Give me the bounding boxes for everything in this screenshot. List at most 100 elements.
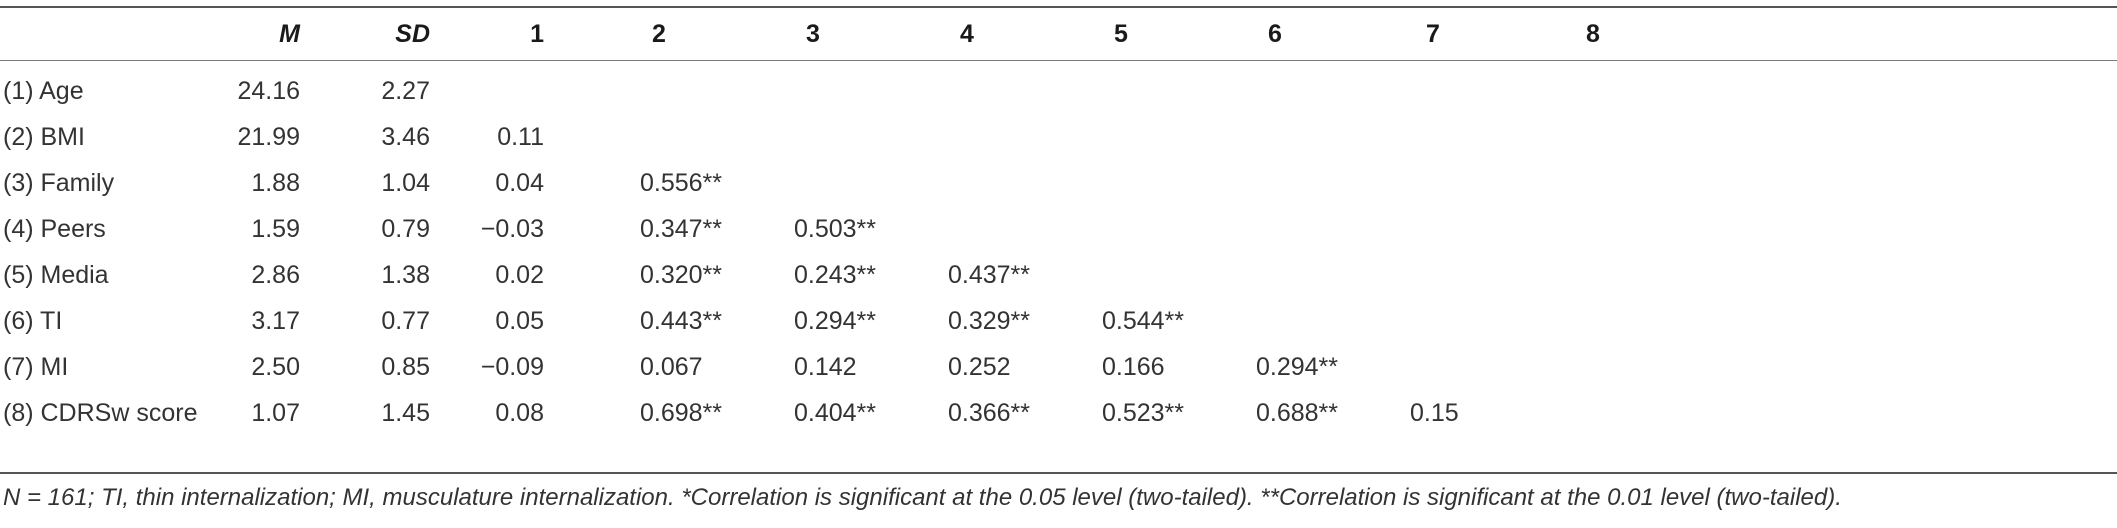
cell-spacer: [544, 114, 640, 160]
table-footnote: N = 161; TI, thin internalization; MI, m…: [3, 484, 1842, 511]
row-label: (8) CDRSw score: [3, 398, 198, 427]
cell-r7: [1410, 160, 1540, 206]
cell-r1: 0.04: [495, 168, 544, 197]
cell-r3: 0.503**: [794, 214, 877, 243]
cell-r5: 0.166: [1102, 352, 1165, 381]
cell-r2: [640, 114, 794, 160]
cell-r6: 0.294**: [1256, 352, 1339, 381]
row-label: (3) Family: [3, 168, 115, 197]
header-col-7: 7: [1426, 19, 1440, 48]
row-label: (7) MI: [3, 352, 69, 381]
cell-r6: [1256, 60, 1410, 114]
cell-mean: 2.50: [251, 352, 300, 381]
row-label: (1) Age: [3, 76, 84, 105]
table-row: (8) CDRSw score 1.07 1.45 0.08 0.698** 0…: [0, 390, 2117, 436]
cell-sd: 1.38: [381, 260, 430, 289]
cell-spacer: [544, 60, 640, 114]
cell-r6: 0.688**: [1256, 398, 1339, 427]
table-row: (6) TI 3.17 0.77 0.05 0.443** 0.294** 0.…: [0, 298, 2117, 344]
cell-r4: [948, 114, 1102, 160]
row-label: (2) BMI: [3, 122, 85, 151]
cell-mean: 21.99: [237, 122, 300, 151]
header-mean: M: [279, 19, 300, 48]
cell-r1: 0.02: [495, 260, 544, 289]
cell-sd: 2.27: [381, 76, 430, 105]
cell-mean: 1.59: [251, 214, 300, 243]
cell-r6: [1256, 114, 1410, 160]
cell-r3: 0.294**: [794, 306, 877, 335]
cell-r8: [1540, 160, 2117, 206]
cell-r2: 0.556**: [640, 168, 723, 197]
header-col-4: 4: [960, 19, 974, 48]
cell-r3: 0.404**: [794, 398, 877, 427]
cell-r1: [430, 60, 544, 114]
header-col-2: 2: [652, 19, 666, 48]
row-label: (4) Peers: [3, 214, 106, 243]
cell-r6: [1256, 206, 1410, 252]
table-row: (4) Peers 1.59 0.79 −0.03 0.347** 0.503*…: [0, 206, 2117, 252]
cell-sd: 0.85: [381, 352, 430, 381]
cell-r7: [1410, 298, 1540, 344]
table-row: (5) Media 2.86 1.38 0.02 0.320** 0.243**…: [0, 252, 2117, 298]
cell-r4: [948, 60, 1102, 114]
header-col-1: 1: [530, 19, 544, 48]
cell-r7: [1410, 60, 1540, 114]
cell-r4: 0.329**: [948, 306, 1031, 335]
table-top-rule: [0, 6, 2117, 8]
header-label: [0, 8, 222, 60]
cell-r5: [1102, 160, 1256, 206]
cell-r1: −0.03: [480, 214, 544, 243]
cell-r8: [1540, 206, 2117, 252]
cell-r5: [1102, 60, 1256, 114]
cell-r8: [1540, 344, 2117, 390]
cell-r5: [1102, 206, 1256, 252]
cell-spacer: [544, 252, 640, 298]
cell-r4: [948, 206, 1102, 252]
correlation-table: M SD 1 2 3 4 5 6 7 8 (1) Age 24.16 2.27: [0, 8, 2117, 436]
cell-sd: 0.77: [381, 306, 430, 335]
row-label: (6) TI: [3, 306, 63, 335]
cell-r4: 0.252: [948, 352, 1011, 381]
cell-mean: 1.88: [251, 168, 300, 197]
header-col-8: 8: [1586, 19, 1600, 48]
header-spacer: [544, 8, 640, 60]
cell-r5: 0.544**: [1102, 306, 1185, 335]
cell-r7: 0.15: [1410, 398, 1459, 427]
cell-mean: 2.86: [251, 260, 300, 289]
cell-r3: [794, 60, 948, 114]
table-row: (2) BMI 21.99 3.46 0.11: [0, 114, 2117, 160]
cell-r8: [1540, 298, 2117, 344]
cell-r4: 0.366**: [948, 398, 1031, 427]
cell-r5: 0.523**: [1102, 398, 1185, 427]
cell-r6: [1256, 160, 1410, 206]
cell-r2: 0.067: [640, 352, 703, 381]
cell-mean: 1.07: [251, 398, 300, 427]
cell-r8: [1540, 60, 2117, 114]
cell-r2: 0.443**: [640, 306, 723, 335]
cell-sd: 0.79: [381, 214, 430, 243]
cell-r7: [1410, 114, 1540, 160]
table-row: (3) Family 1.88 1.04 0.04 0.556**: [0, 160, 2117, 206]
cell-r7: [1410, 206, 1540, 252]
cell-r4: [948, 160, 1102, 206]
cell-sd: 1.45: [381, 398, 430, 427]
table-row: (1) Age 24.16 2.27: [0, 60, 2117, 114]
cell-r5: [1102, 252, 1256, 298]
cell-r8: [1540, 114, 2117, 160]
table-header-rule: [0, 60, 2117, 61]
cell-spacer: [544, 206, 640, 252]
header-row: M SD 1 2 3 4 5 6 7 8: [0, 8, 2117, 60]
table-bottom-rule: [0, 472, 2117, 474]
cell-mean: 3.17: [251, 306, 300, 335]
cell-r2: 0.320**: [640, 260, 723, 289]
cell-r1: 0.05: [495, 306, 544, 335]
header-col-3: 3: [806, 19, 820, 48]
header-col-6: 6: [1268, 19, 1282, 48]
cell-r1: 0.11: [497, 122, 544, 151]
cell-r2: 0.347**: [640, 214, 723, 243]
cell-r8: [1540, 252, 2117, 298]
cell-r8: [1540, 390, 2117, 436]
header-sd: SD: [395, 19, 430, 48]
row-label: (5) Media: [3, 260, 109, 289]
